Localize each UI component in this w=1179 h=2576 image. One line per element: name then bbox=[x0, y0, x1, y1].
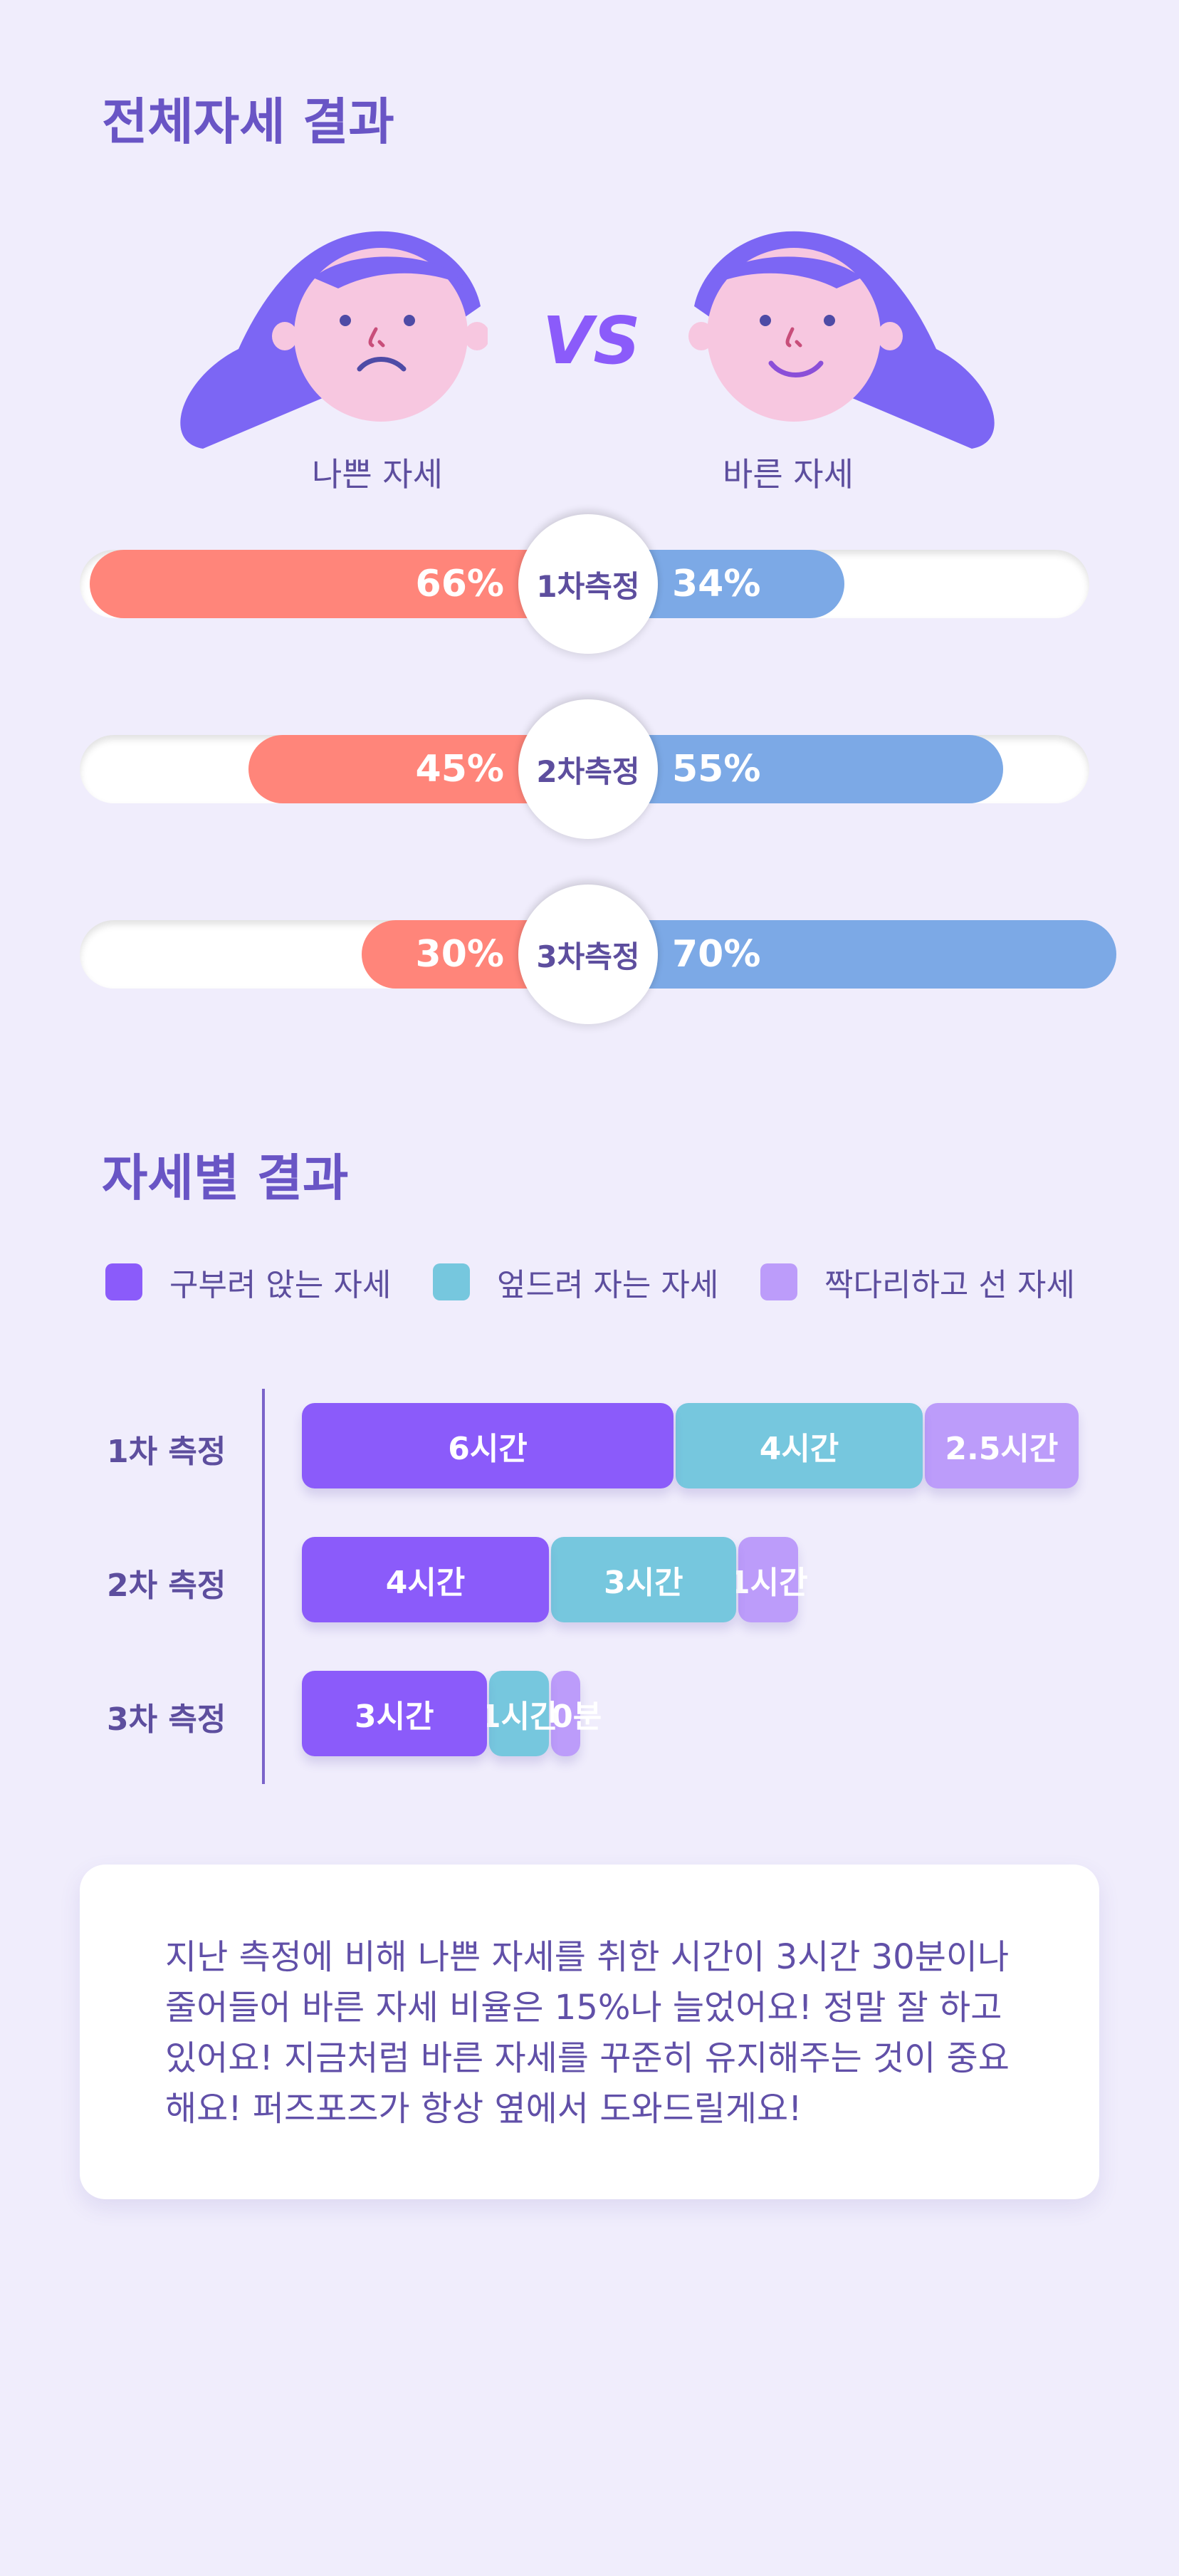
bad-posture-value: 30% bbox=[415, 933, 504, 976]
legend-hunched: 구부려 앉는 자세 bbox=[105, 1259, 391, 1305]
legend-swatch-crossed bbox=[760, 1263, 797, 1300]
legend-label-prone: 엎드려 자는 자세 bbox=[497, 1267, 719, 1303]
measurement-row-label: 2차 측정 bbox=[107, 1568, 226, 1604]
legend-prone: 엎드려 자는 자세 bbox=[433, 1259, 718, 1305]
bad-posture-value: 45% bbox=[415, 748, 504, 791]
good-posture-face bbox=[687, 228, 1000, 470]
good-posture-value: 55% bbox=[672, 748, 761, 791]
summary-line: 지난 측정에 비해 나쁜 자세를 취한 시간이 3시간 30분이나 bbox=[165, 1937, 1010, 1977]
sad-face-icon bbox=[180, 231, 490, 449]
measurement-label: 1차측정 bbox=[518, 514, 658, 654]
bad-posture-label: 나쁜 자세 bbox=[312, 455, 443, 494]
prone-segment: 3시간 bbox=[551, 1537, 736, 1622]
hunched-segment: 3시간 bbox=[302, 1671, 487, 1756]
bad-posture-face bbox=[174, 228, 490, 470]
legend-crossed: 짝다리하고 선 자세 bbox=[760, 1259, 1075, 1305]
summary-text: 지난 측정에 비해 나쁜 자세를 취한 시간이 3시간 30분이나 줄어들어 바… bbox=[165, 1932, 1034, 2134]
happy-face-icon bbox=[688, 231, 995, 449]
crossed-segment: 2.5시간 bbox=[925, 1403, 1079, 1488]
vs-label: VS bbox=[543, 303, 641, 379]
legend-label-crossed: 짝다리하고 선 자세 bbox=[824, 1267, 1075, 1303]
measurement-label: 2차측정 bbox=[518, 699, 658, 839]
summary-card: 지난 측정에 비해 나쁜 자세를 취한 시간이 3시간 30분이나 줄어들어 바… bbox=[80, 1865, 1099, 2199]
bad-posture-bar: 66% bbox=[90, 550, 588, 618]
prone-segment: 4시간 bbox=[676, 1403, 923, 1488]
prone-segment: 1시간 bbox=[479, 1671, 559, 1756]
good-posture-bar: 70% bbox=[588, 920, 1116, 989]
legend-label-hunched: 구부려 앉는 자세 bbox=[169, 1267, 392, 1303]
hunched-segment: 4시간 bbox=[302, 1537, 549, 1622]
measurement-row-label: 3차 측정 bbox=[107, 1701, 226, 1738]
summary-line: 줄어들어 바른 자세 비율은 15%나 늘었어요! 정말 잘 하고 bbox=[165, 1988, 1002, 2028]
hunched-segment: 6시간 bbox=[302, 1403, 674, 1488]
legend-swatch-prone bbox=[433, 1263, 470, 1300]
good-posture-label: 바른 자세 bbox=[723, 455, 854, 494]
measurement-label: 3차측정 bbox=[518, 885, 658, 1024]
measurement-row-label: 1차 측정 bbox=[107, 1434, 226, 1470]
good-posture-value: 34% bbox=[672, 563, 761, 605]
crossed-segment: 1시간 bbox=[728, 1537, 808, 1622]
bad-posture-value: 66% bbox=[415, 563, 504, 605]
legend-swatch-hunched bbox=[105, 1263, 142, 1300]
chart-axis-line bbox=[262, 1389, 265, 1784]
good-posture-value: 70% bbox=[672, 933, 761, 976]
overall-title: 전체자세 결과 bbox=[102, 93, 394, 151]
by-posture-title: 자세별 결과 bbox=[102, 1149, 349, 1207]
summary-line: 있어요! 지금처럼 바른 자세를 꾸준히 유지해주는 것이 중요 bbox=[165, 2038, 1010, 2078]
summary-line: 해요! 퍼즈포즈가 항상 옆에서 도와드릴게요! bbox=[165, 2089, 802, 2129]
